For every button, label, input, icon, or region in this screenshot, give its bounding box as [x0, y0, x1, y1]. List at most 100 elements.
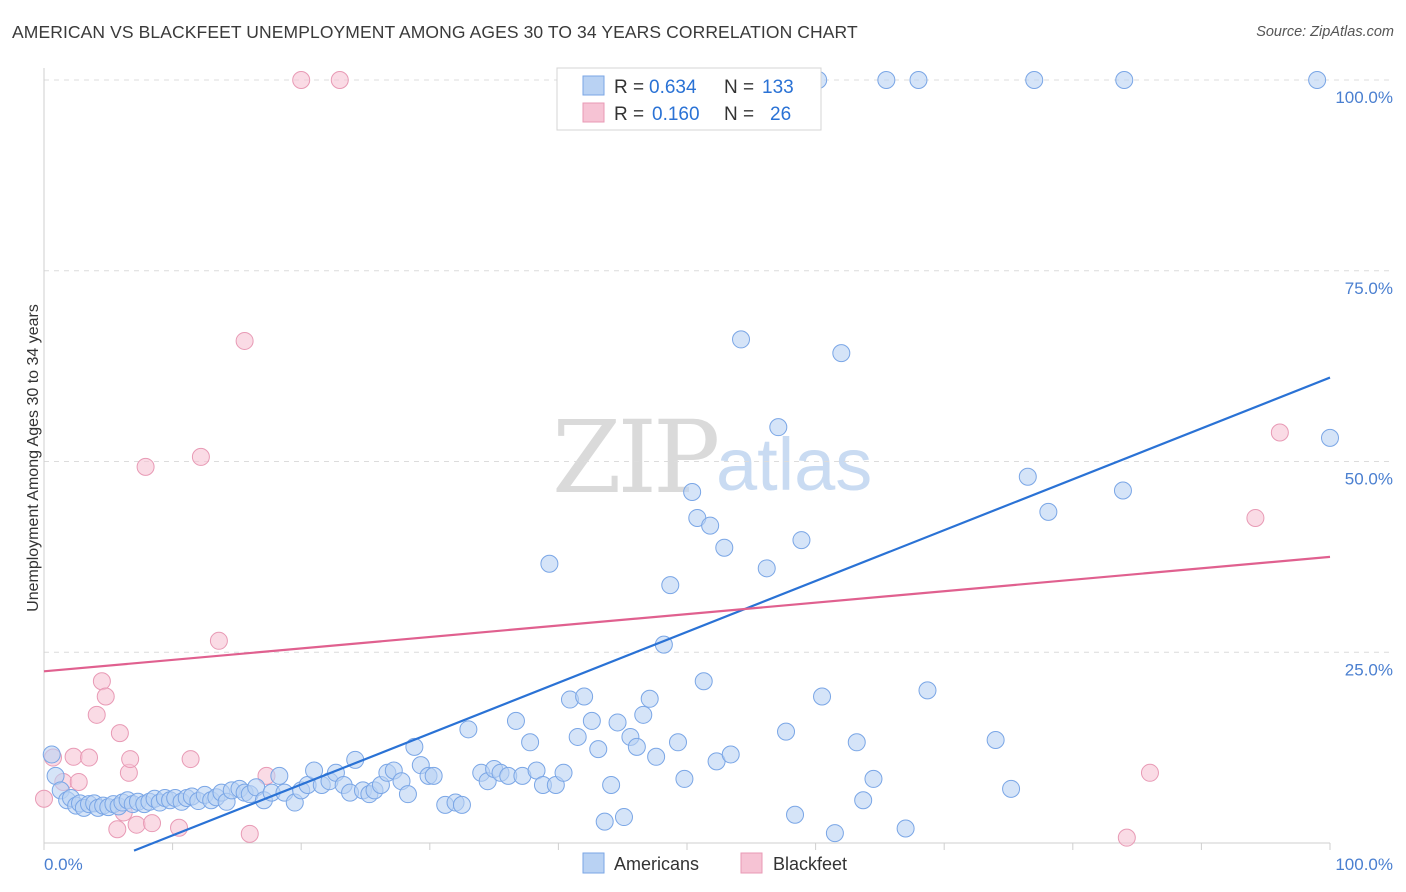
- american-point: [1018, 467, 1037, 486]
- blackfeet-point: [1140, 763, 1159, 782]
- blackfeet-point: [127, 815, 146, 834]
- american-point: [813, 687, 832, 706]
- blackfeet-point: [121, 750, 140, 769]
- series-legend: Americans Blackfeet: [582, 852, 847, 874]
- watermark: ZIP atlas: [552, 399, 872, 516]
- american-point: [1002, 779, 1021, 798]
- american-point: [608, 713, 627, 732]
- blackfeet-point: [235, 331, 254, 350]
- american-point: [452, 795, 471, 814]
- american-point: [270, 766, 289, 785]
- american-trend-line: [133, 376, 1331, 852]
- legend-n-value-blackfeet: 26: [770, 104, 791, 125]
- american-point: [675, 769, 694, 788]
- american-point: [398, 785, 417, 804]
- american-point: [701, 516, 720, 535]
- legend-swatch-americans: [582, 75, 605, 96]
- blackfeet-point: [136, 457, 155, 476]
- bottom-legend-swatch-americans: [582, 852, 605, 874]
- blackfeet-point: [69, 772, 88, 791]
- american-point: [554, 763, 573, 782]
- american-point: [602, 776, 621, 795]
- american-point: [640, 689, 659, 708]
- american-point: [1025, 71, 1044, 89]
- american-point: [792, 531, 811, 550]
- american-point: [864, 769, 883, 788]
- american-point: [757, 559, 776, 578]
- american-point: [1039, 502, 1058, 521]
- american-point: [854, 791, 873, 810]
- blackfeet-point: [110, 724, 129, 743]
- blackfeet-point: [87, 705, 106, 724]
- american-point: [575, 687, 594, 706]
- legend-n-label-blackfeet: N =: [724, 104, 754, 125]
- stats-legend: R = 0.634 N = 133 R = 0.160 N = 26: [556, 67, 822, 131]
- american-point: [595, 812, 614, 831]
- american-point: [424, 766, 443, 785]
- american-point: [1115, 71, 1134, 89]
- american-point: [825, 824, 844, 843]
- american-point: [582, 711, 601, 730]
- american-point: [777, 722, 796, 741]
- bottom-legend-label-blackfeet: Blackfeet: [773, 854, 847, 874]
- grid-lines: [44, 79, 1390, 653]
- y-axis-title: Unemployment Among Ages 30 to 34 years: [25, 304, 42, 612]
- blackfeet-point: [181, 750, 200, 769]
- blackfeet-point: [1246, 508, 1265, 527]
- page-title: AMERICAN VS BLACKFEET UNEMPLOYMENT AMONG…: [12, 22, 858, 42]
- blackfeet-point: [35, 789, 53, 808]
- american-point: [909, 71, 928, 89]
- american-point: [405, 737, 424, 756]
- y-tick-label: 100.0%: [1335, 88, 1393, 107]
- american-point: [715, 538, 734, 557]
- american-point: [877, 71, 896, 89]
- legend-r-value-blackfeet: 0.160: [652, 104, 700, 125]
- legend-swatch-blackfeet: [582, 102, 605, 123]
- blackfeet-point: [92, 672, 111, 691]
- blackfeet-point: [1270, 423, 1289, 442]
- american-point: [661, 576, 680, 595]
- blackfeet-point: [80, 748, 99, 767]
- american-point: [540, 554, 559, 573]
- american-point: [786, 805, 805, 824]
- blackfeet-point: [330, 71, 349, 89]
- trend-lines: [43, 376, 1331, 852]
- bottom-legend-label-americans: Americans: [614, 854, 699, 874]
- y-tick-label: 25.0%: [1345, 660, 1393, 679]
- blackfeet-point: [96, 687, 115, 706]
- american-point: [668, 733, 687, 752]
- american-point: [832, 344, 851, 363]
- bottom-legend-swatch-blackfeet: [740, 852, 763, 874]
- american-point: [847, 733, 866, 752]
- american-point: [896, 819, 915, 838]
- blackfeet-point: [143, 814, 162, 833]
- legend-r-label-americans: R =: [614, 77, 644, 98]
- american-point: [918, 681, 937, 700]
- american-point: [42, 745, 61, 764]
- blackfeet-point: [191, 447, 210, 466]
- american-point: [683, 483, 702, 502]
- american-point: [1113, 481, 1132, 500]
- american-point: [521, 733, 540, 752]
- american-point: [1321, 428, 1339, 447]
- blackfeet-point: [108, 820, 127, 839]
- american-point: [721, 745, 740, 764]
- american-point: [506, 711, 525, 730]
- x-tick-label: 0.0%: [44, 855, 83, 874]
- tick-labels: 25.0% 50.0% 75.0% 100.0% 0.0% 100.0%: [44, 88, 1393, 874]
- legend-n-value-americans: 133: [762, 77, 794, 98]
- x-tick-label: 100.0%: [1335, 855, 1393, 874]
- axes: [43, 68, 1331, 850]
- legend-r-value-americans: 0.634: [649, 77, 697, 98]
- american-point: [634, 705, 653, 724]
- watermark-atlas: atlas: [716, 423, 872, 506]
- legend-r-label-blackfeet: R =: [614, 104, 644, 125]
- blackfeet-point: [64, 747, 83, 766]
- american-point: [589, 740, 608, 759]
- american-point: [769, 418, 788, 437]
- y-tick-label: 75.0%: [1345, 279, 1393, 298]
- blackfeet-trend-line: [43, 555, 1331, 673]
- blackfeet-point: [1117, 828, 1136, 847]
- american-point: [647, 747, 666, 766]
